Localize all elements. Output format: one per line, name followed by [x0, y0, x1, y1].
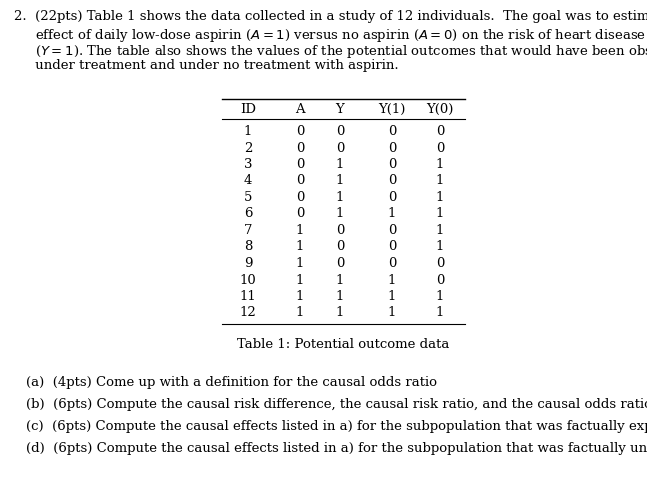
Text: 11: 11: [239, 290, 256, 303]
Text: Table 1: Potential outcome data: Table 1: Potential outcome data: [237, 338, 450, 351]
Text: 1: 1: [436, 241, 444, 253]
Text: 1: 1: [388, 207, 396, 220]
Text: 1: 1: [296, 257, 304, 270]
Text: 2.  (22pts) Table 1 shows the data collected in a study of 12 individuals.  The : 2. (22pts) Table 1 shows the data collec…: [14, 10, 647, 23]
Text: 1: 1: [436, 158, 444, 171]
Text: 1: 1: [336, 175, 344, 188]
Text: 0: 0: [336, 125, 344, 138]
Text: 0: 0: [296, 191, 304, 204]
Text: 0: 0: [388, 191, 396, 204]
Text: 1: 1: [244, 125, 252, 138]
Text: 0: 0: [436, 125, 444, 138]
Text: 1: 1: [436, 175, 444, 188]
Text: ID: ID: [240, 103, 256, 116]
Text: 1: 1: [336, 191, 344, 204]
Text: 1: 1: [336, 158, 344, 171]
Text: Y(1): Y(1): [378, 103, 406, 116]
Text: 7: 7: [244, 224, 252, 237]
Text: A: A: [295, 103, 305, 116]
Text: 0: 0: [296, 158, 304, 171]
Text: 0: 0: [336, 224, 344, 237]
Text: 0: 0: [388, 142, 396, 154]
Text: 0: 0: [296, 125, 304, 138]
Text: Y: Y: [336, 103, 344, 116]
Text: 1: 1: [388, 290, 396, 303]
Text: 0: 0: [388, 125, 396, 138]
Text: 1: 1: [436, 207, 444, 220]
Text: 8: 8: [244, 241, 252, 253]
Text: 6: 6: [244, 207, 252, 220]
Text: (d)  (6pts) Compute the causal effects listed in a) for the subpopulation that w: (d) (6pts) Compute the causal effects li…: [26, 442, 647, 455]
Text: 1: 1: [296, 306, 304, 319]
Text: 0: 0: [336, 257, 344, 270]
Text: 0: 0: [388, 158, 396, 171]
Text: ($Y = 1$). The table also shows the values of the potential outcomes that would : ($Y = 1$). The table also shows the valu…: [14, 43, 647, 60]
Text: effect of daily low-dose aspirin ($A = 1$) versus no aspirin ($A = 0$) on the ri: effect of daily low-dose aspirin ($A = 1…: [14, 27, 646, 44]
Text: Y(0): Y(0): [426, 103, 454, 116]
Text: 0: 0: [436, 274, 444, 287]
Text: 0: 0: [436, 257, 444, 270]
Text: 4: 4: [244, 175, 252, 188]
Text: 1: 1: [436, 306, 444, 319]
Text: 1: 1: [436, 290, 444, 303]
Text: 0: 0: [336, 142, 344, 154]
Text: 1: 1: [388, 274, 396, 287]
Text: 9: 9: [244, 257, 252, 270]
Text: 0: 0: [436, 142, 444, 154]
Text: 1: 1: [336, 306, 344, 319]
Text: 0: 0: [388, 224, 396, 237]
Text: (b)  (6pts) Compute the causal risk difference, the causal risk ratio, and the c: (b) (6pts) Compute the causal risk diffe…: [26, 398, 647, 411]
Text: 0: 0: [296, 207, 304, 220]
Text: (a)  (4pts) Come up with a definition for the causal odds ratio: (a) (4pts) Come up with a definition for…: [26, 376, 437, 389]
Text: 1: 1: [436, 224, 444, 237]
Text: 0: 0: [388, 241, 396, 253]
Text: 0: 0: [388, 257, 396, 270]
Text: 1: 1: [336, 274, 344, 287]
Text: 12: 12: [239, 306, 256, 319]
Text: 1: 1: [296, 274, 304, 287]
Text: 3: 3: [244, 158, 252, 171]
Text: 10: 10: [239, 274, 256, 287]
Text: 0: 0: [336, 241, 344, 253]
Text: (c)  (6pts) Compute the causal effects listed in a) for the subpopulation that w: (c) (6pts) Compute the causal effects li…: [26, 420, 647, 433]
Text: 1: 1: [296, 241, 304, 253]
Text: 0: 0: [296, 175, 304, 188]
Text: 1: 1: [436, 191, 444, 204]
Text: 1: 1: [296, 290, 304, 303]
Text: 0: 0: [388, 175, 396, 188]
Text: under treatment and under no treatment with aspirin.: under treatment and under no treatment w…: [14, 59, 399, 72]
Text: 1: 1: [336, 290, 344, 303]
Text: 0: 0: [296, 142, 304, 154]
Text: 5: 5: [244, 191, 252, 204]
Text: 1: 1: [336, 207, 344, 220]
Text: 1: 1: [296, 224, 304, 237]
Text: 1: 1: [388, 306, 396, 319]
Text: 2: 2: [244, 142, 252, 154]
